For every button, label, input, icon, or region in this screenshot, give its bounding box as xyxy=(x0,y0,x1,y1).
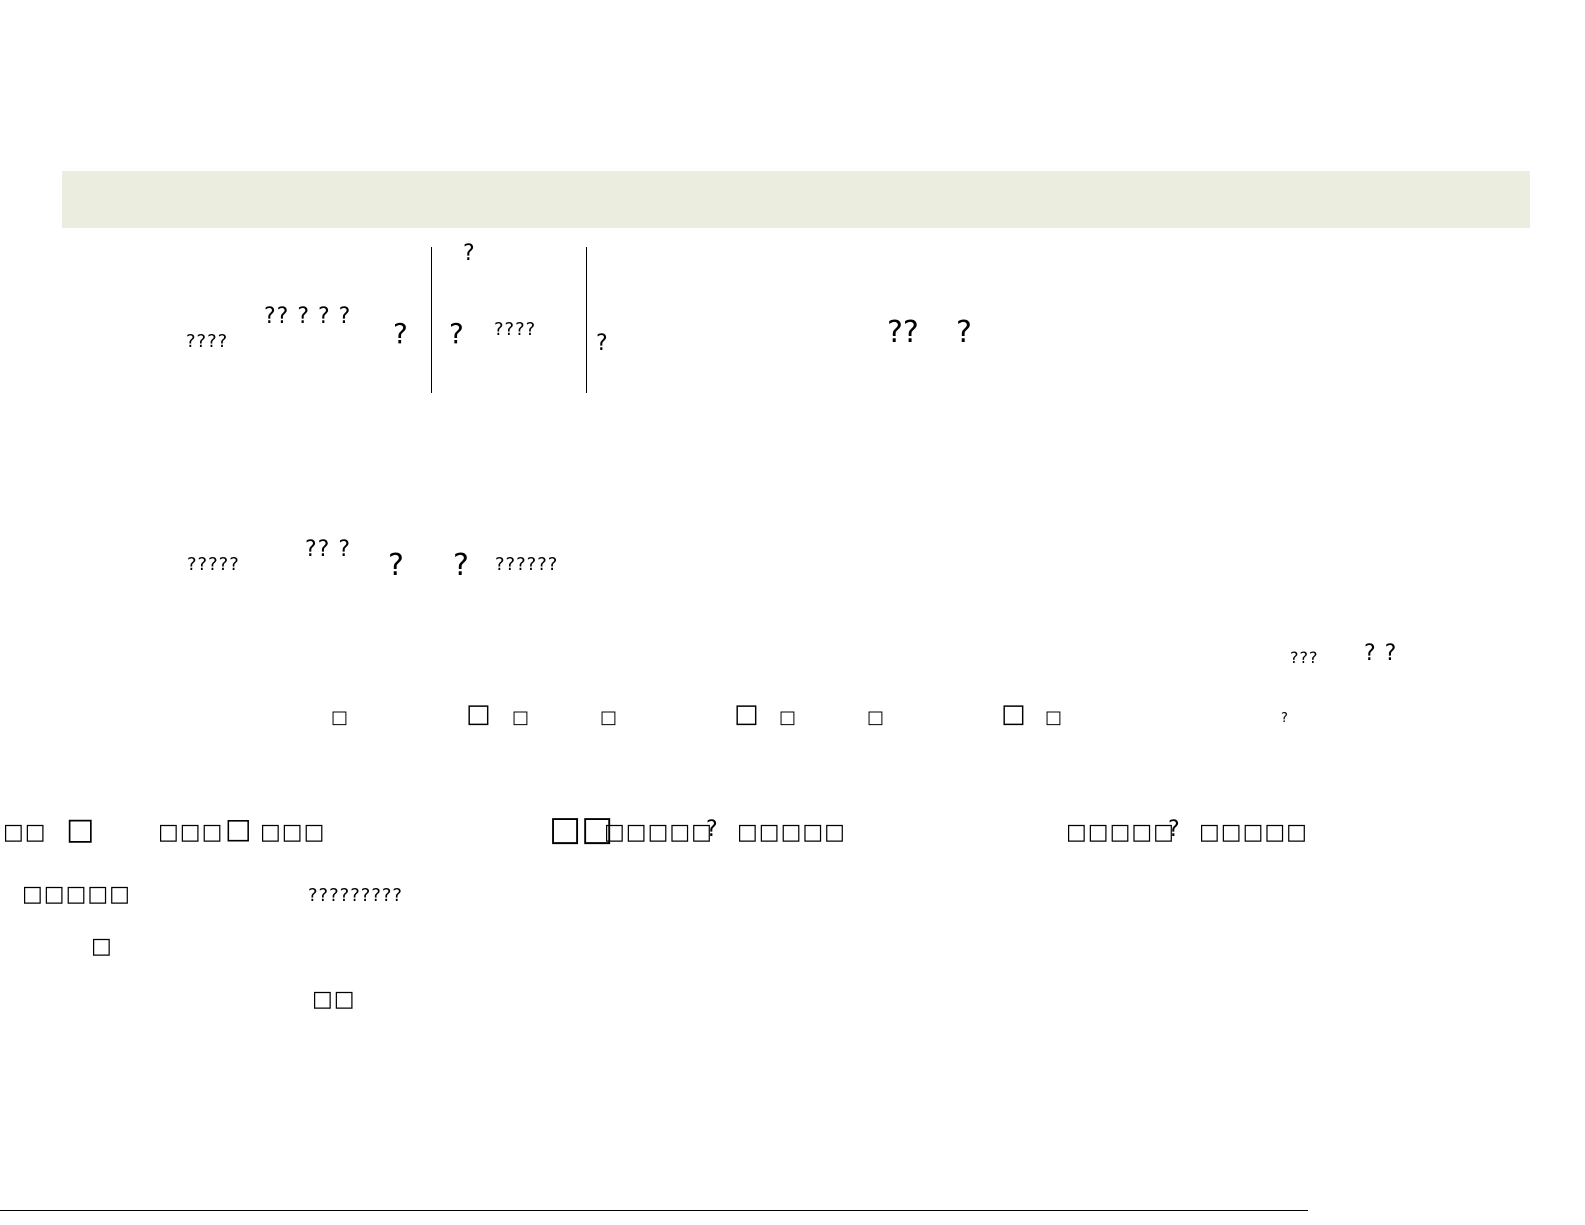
missing-glyph-text: ?? xyxy=(887,315,919,350)
missing-glyph-text: □ xyxy=(779,707,797,728)
missing-glyph-text: □ xyxy=(225,812,252,845)
missing-glyph-text: ?? ? ? ? xyxy=(264,304,352,329)
missing-glyph-text: □ xyxy=(867,707,885,728)
missing-glyph-text: ? xyxy=(1168,817,1180,842)
missing-glyph-text: ????????? xyxy=(308,885,403,906)
missing-glyph-text: □□□□□ xyxy=(737,820,846,845)
missing-glyph-text: □□□□□ xyxy=(604,820,713,845)
missing-glyph-text: ? ? xyxy=(1364,641,1398,666)
missing-glyph-text: ? xyxy=(956,315,972,350)
missing-glyph-text: □ xyxy=(734,699,759,729)
missing-glyph-text: □ xyxy=(1001,699,1026,729)
missing-glyph-text: □ xyxy=(66,812,95,847)
missing-glyph-text: ? xyxy=(449,317,464,350)
missing-glyph-text: □□□ xyxy=(158,820,224,845)
missing-glyph-text: ???? xyxy=(494,319,537,340)
missing-glyph-text: □□ xyxy=(549,809,614,849)
missing-glyph-text: ????? xyxy=(187,554,240,575)
bottom-rule xyxy=(0,1210,1308,1211)
missing-glyph-text: ?? ? xyxy=(305,537,352,562)
missing-glyph-text: ? xyxy=(463,241,475,266)
missing-glyph-text: □ xyxy=(1045,707,1063,728)
missing-glyph-text: □□□□□ xyxy=(1066,820,1175,845)
column-divider-right xyxy=(586,247,587,393)
missing-glyph-text: □ xyxy=(91,934,112,959)
missing-glyph-text: ??? xyxy=(1290,648,1319,667)
missing-glyph-text: ? xyxy=(388,548,404,583)
missing-glyph-text: □□□□□ xyxy=(1199,820,1308,845)
missing-glyph-text: □ xyxy=(466,699,491,729)
missing-glyph-text: □□ xyxy=(312,987,356,1012)
missing-glyph-text: ? xyxy=(393,317,408,350)
missing-glyph-text: ? xyxy=(1281,711,1288,726)
missing-glyph-text: ?????? xyxy=(495,554,559,575)
column-divider-left xyxy=(431,247,432,393)
missing-glyph-text: ? xyxy=(453,548,469,583)
missing-glyph-text: □ xyxy=(331,707,349,728)
missing-glyph-text: □□ xyxy=(3,820,47,845)
missing-glyph-text: □ xyxy=(600,707,618,728)
missing-glyph-text: □ xyxy=(512,707,530,728)
missing-glyph-text: □□□ xyxy=(260,820,326,845)
missing-glyph-text: ? xyxy=(596,331,608,356)
missing-glyph-text: □□□□□ xyxy=(22,882,131,907)
missing-glyph-text: ? xyxy=(706,817,718,842)
header-band xyxy=(62,171,1530,228)
missing-glyph-text: ???? xyxy=(186,331,229,352)
